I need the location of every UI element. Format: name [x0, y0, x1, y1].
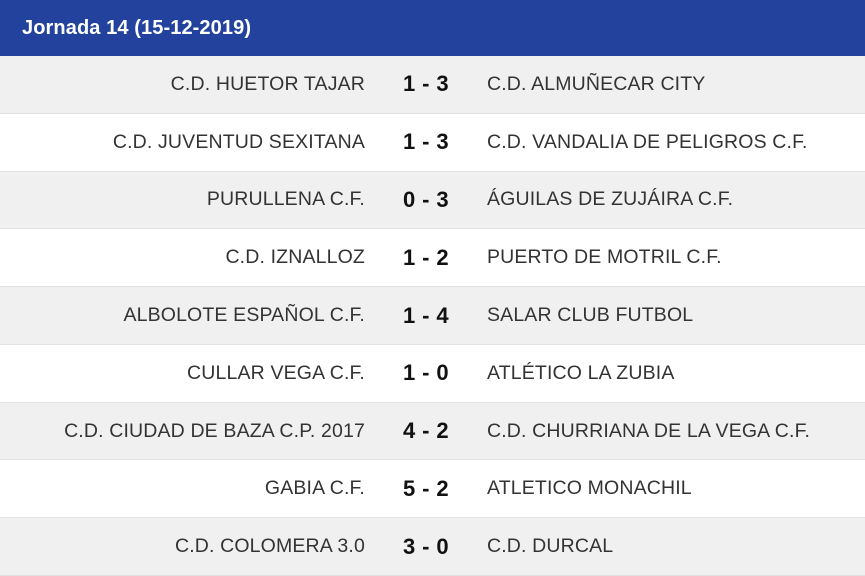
match-row[interactable]: ALBOLOTE ESPAÑOL C.F. 1 - 4 SALAR CLUB FUT…	[0, 287, 865, 345]
match-score: 1 - 0	[402, 360, 450, 386]
match-row[interactable]: GABIA C.F. 5 - 2 ATLETICO MONACHIL	[0, 460, 865, 519]
match-score: 1 - 4	[402, 302, 450, 328]
home-team-name[interactable]: C.D. COLOMERA 3.0	[174, 535, 365, 558]
away-team-name[interactable]: C.D. ALMUÑECAR CITY	[487, 72, 706, 95]
home-team-name[interactable]: C.D. CIUDAD DE BAZA C.P. 2017	[64, 419, 365, 442]
match-row[interactable]: C.D. JUVENTUD SEXITANA 1 - 3 C.D. VANDALIA…	[0, 113, 865, 172]
matchday-header: Jornada 14 (15-12-2019)	[0, 0, 865, 56]
away-team-name[interactable]: C.D. VANDALIA DE PELIGROS C.F.	[487, 130, 808, 153]
away-team-name[interactable]: ATLÉTICO LA ZUBIA	[487, 361, 675, 384]
match-row[interactable]: C.D. IZNALLOZ 1 - 2 PUERTO DE MOTRIL C.F.	[0, 229, 865, 288]
match-score: 3 - 0	[402, 533, 450, 559]
home-team-name[interactable]: CULLAR VEGA C.F.	[187, 361, 365, 384]
match-row[interactable]: C.D. CIUDAD DE BAZA C.P. 2017 4 - 2 C.D. C…	[0, 402, 865, 461]
home-team-name[interactable]: C.D. HUETOR TAJAR	[170, 72, 365, 95]
match-score: 1 - 3	[402, 71, 450, 97]
away-team-name[interactable]: SALAR CLUB FUTBOL	[487, 304, 694, 327]
match-score: 4 - 2	[402, 418, 450, 444]
match-score: 1 - 3	[402, 129, 450, 155]
away-team-name[interactable]: ATLETICO MONACHIL	[487, 477, 692, 500]
away-team-name[interactable]: ÁGUILAS DE ZUJÁIRA C.F.	[487, 188, 734, 211]
away-team-name[interactable]: C.D. CHURRIANA DE LA VEGA C.F.	[487, 419, 811, 442]
away-team-name[interactable]: PUERTO DE MOTRIL C.F.	[487, 246, 722, 269]
match-score: 0 - 3	[402, 186, 450, 212]
match-row[interactable]: C.D. HUETOR TAJAR 1 - 3 C.D. ALMUÑECAR CIT…	[0, 56, 865, 114]
home-team-name[interactable]: C.D. JUVENTUD SEXITANA	[112, 130, 365, 153]
home-team-name[interactable]: GABIA C.F.	[264, 477, 365, 500]
match-row[interactable]: CULLAR VEGA C.F. 1 - 0 ATLÉTICO LA ZUBIA	[0, 344, 865, 403]
matchday-title: Jornada 14 (15-12-2019)	[22, 17, 252, 39]
match-row[interactable]: PURULLENA C.F. 0 - 3 ÁGUILAS DE ZUJÁIRA C.…	[0, 171, 865, 230]
home-team-name[interactable]: C.D. IZNALLOZ	[225, 246, 365, 269]
match-row[interactable]: C.D. COLOMERA 3.0 3 - 0 C.D. DURCAL	[0, 518, 865, 576]
home-team-name[interactable]: PURULLENA C.F.	[206, 188, 365, 211]
home-team-name[interactable]: ALBOLOTE ESPAÑOL C.F.	[123, 304, 365, 327]
results-list: C.D. HUETOR TAJAR 1 - 3 C.D. ALMUÑECAR CIT…	[0, 56, 865, 576]
match-score: 5 - 2	[402, 475, 450, 501]
away-team-name[interactable]: C.D. DURCAL	[487, 535, 614, 558]
match-score: 1 - 2	[402, 244, 450, 270]
